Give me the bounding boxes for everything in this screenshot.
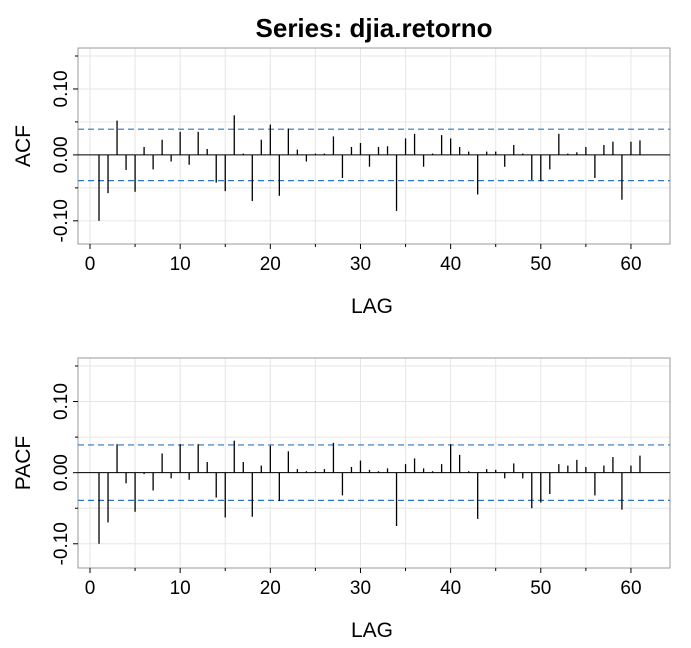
acf-y-tick-label: 0.00 <box>51 136 72 173</box>
acf-y-tick-label: 0.10 <box>51 70 72 107</box>
pacf-y-tick-label: 0.10 <box>51 383 72 420</box>
acf-x-tick-label: 0 <box>85 254 96 275</box>
acf-x-tick-label: 60 <box>620 254 641 275</box>
pacf-x-axis-label: LAG <box>351 619 393 642</box>
acf-x-tick-label: 10 <box>170 254 191 275</box>
acf-x-tick-label: 40 <box>440 254 461 275</box>
acf-plot-frame <box>77 47 671 245</box>
pacf-panel: 0 10 20 30 40 50 60 -0.10 0.00 0.10 LAG PACF <box>12 357 671 642</box>
pacf-y-tick-label: 0.00 <box>51 454 72 491</box>
chart-title: Series: djia.retorno <box>256 13 493 43</box>
pacf-y-axis-label: PACF <box>12 436 35 490</box>
pacf-y-tick-label: -0.10 <box>51 522 72 565</box>
pacf-x-tick-label: 40 <box>440 578 461 599</box>
pacf-x-tick-label: 20 <box>260 578 281 599</box>
acf-x-tick-label: 30 <box>350 254 371 275</box>
acf-x-tick-label: 50 <box>530 254 551 275</box>
acf-panel: 0 10 20 30 40 50 60 -0.10 0.00 0.10 LAG ACF <box>12 47 671 318</box>
acf-y-axis-label: ACF <box>12 125 35 167</box>
pacf-x-tick-label: 10 <box>170 578 191 599</box>
pacf-x-tick-label: 60 <box>620 578 641 599</box>
pacf-x-tick-label: 50 <box>530 578 551 599</box>
acf-x-axis-label: LAG <box>351 295 393 318</box>
acf-y-tick-label: -0.10 <box>51 199 72 242</box>
pacf-x-tick-label: 30 <box>350 578 371 599</box>
pacf-x-tick-label: 0 <box>85 578 96 599</box>
acf-x-tick-label: 20 <box>260 254 281 275</box>
pacf-plot-frame <box>77 357 671 569</box>
